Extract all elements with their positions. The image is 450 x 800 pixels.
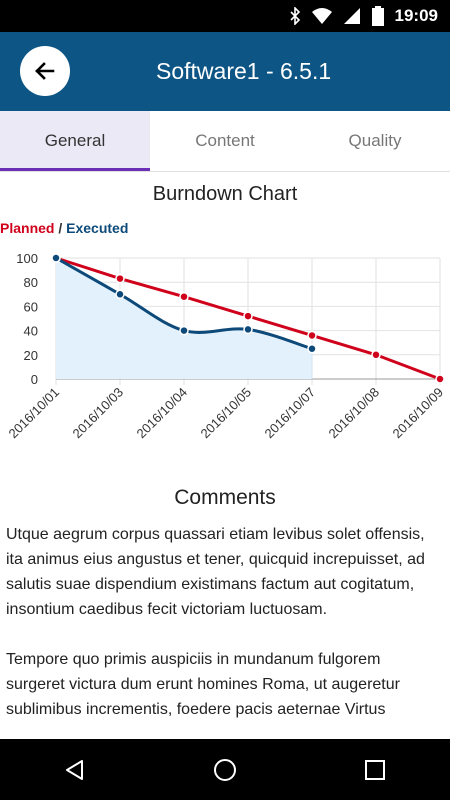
nav-home-button[interactable] bbox=[195, 745, 255, 795]
tab-quality[interactable]: Quality bbox=[300, 111, 450, 171]
x-tick-label: 2016/10/09 bbox=[389, 385, 446, 442]
comments-body: Utque aegrum corpus quassari etiam levib… bbox=[6, 522, 440, 747]
y-tick-label: 40 bbox=[24, 324, 38, 339]
x-tick-label: 2016/10/05 bbox=[197, 385, 254, 442]
x-tick-label: 2016/10/07 bbox=[261, 385, 318, 442]
wifi-icon bbox=[311, 8, 332, 24]
x-tick-label: 2016/10/01 bbox=[5, 385, 62, 442]
executed-point bbox=[51, 253, 61, 263]
tab-label: General bbox=[44, 131, 106, 150]
legend-executed: Executed bbox=[66, 220, 129, 236]
page-title: Software1 - 6.5.1 bbox=[156, 58, 332, 84]
navigation-bar bbox=[0, 739, 450, 800]
comments-title: Comments bbox=[174, 486, 276, 509]
y-tick-label: 60 bbox=[24, 299, 38, 314]
tab-general[interactable]: General bbox=[0, 111, 150, 171]
planned-point bbox=[179, 291, 189, 302]
executed-point bbox=[243, 324, 253, 335]
signal-icon bbox=[343, 8, 360, 24]
back-button[interactable] bbox=[20, 46, 70, 96]
planned-point bbox=[243, 311, 253, 321]
bluetooth-icon bbox=[289, 7, 300, 25]
status-time: 19:09 bbox=[394, 6, 438, 25]
x-tick-label: 2016/10/08 bbox=[325, 385, 382, 442]
executed-point bbox=[179, 325, 189, 336]
y-tick-label: 20 bbox=[24, 348, 38, 363]
chart-title: Burndown Chart bbox=[152, 183, 298, 205]
planned-point bbox=[435, 374, 445, 384]
tab-content[interactable]: Content bbox=[150, 111, 300, 171]
legend-separator: / bbox=[54, 220, 67, 236]
app-bar: Software1 - 6.5.1 bbox=[0, 32, 450, 111]
planned-point bbox=[307, 330, 317, 341]
executed-area bbox=[56, 258, 312, 379]
comment-paragraph: Utque aegrum corpus quassari etiam levib… bbox=[6, 526, 425, 618]
chart-legend: Planned / Executed bbox=[0, 220, 128, 236]
comment-paragraph: Tempore quo primis auspiciis in mundanum… bbox=[6, 651, 400, 718]
tab-label: Quality bbox=[348, 131, 402, 150]
status-bar: 19:09 bbox=[0, 0, 450, 32]
planned-point bbox=[371, 350, 381, 360]
legend-planned: Planned bbox=[0, 220, 55, 236]
x-tick-label: 2016/10/04 bbox=[133, 385, 190, 442]
y-tick-label: 0 bbox=[31, 372, 38, 387]
y-tick-label: 100 bbox=[16, 251, 38, 266]
planned-point bbox=[115, 273, 125, 284]
executed-point bbox=[307, 344, 317, 354]
arrow-left-icon bbox=[35, 62, 55, 80]
y-tick-label: 80 bbox=[24, 275, 38, 290]
executed-point bbox=[115, 289, 125, 300]
nav-recents-button[interactable] bbox=[345, 745, 405, 795]
nav-back-button[interactable] bbox=[45, 745, 105, 795]
back-triangle-icon bbox=[66, 759, 83, 780]
battery-icon bbox=[371, 6, 384, 26]
tab-bar: General Content Quality bbox=[0, 111, 450, 172]
status-icons: 19:09 bbox=[289, 0, 438, 32]
home-circle-icon bbox=[214, 758, 236, 781]
tab-label: Content bbox=[195, 131, 255, 150]
recents-square-icon bbox=[365, 759, 385, 780]
x-tick-label: 2016/10/03 bbox=[69, 385, 126, 442]
